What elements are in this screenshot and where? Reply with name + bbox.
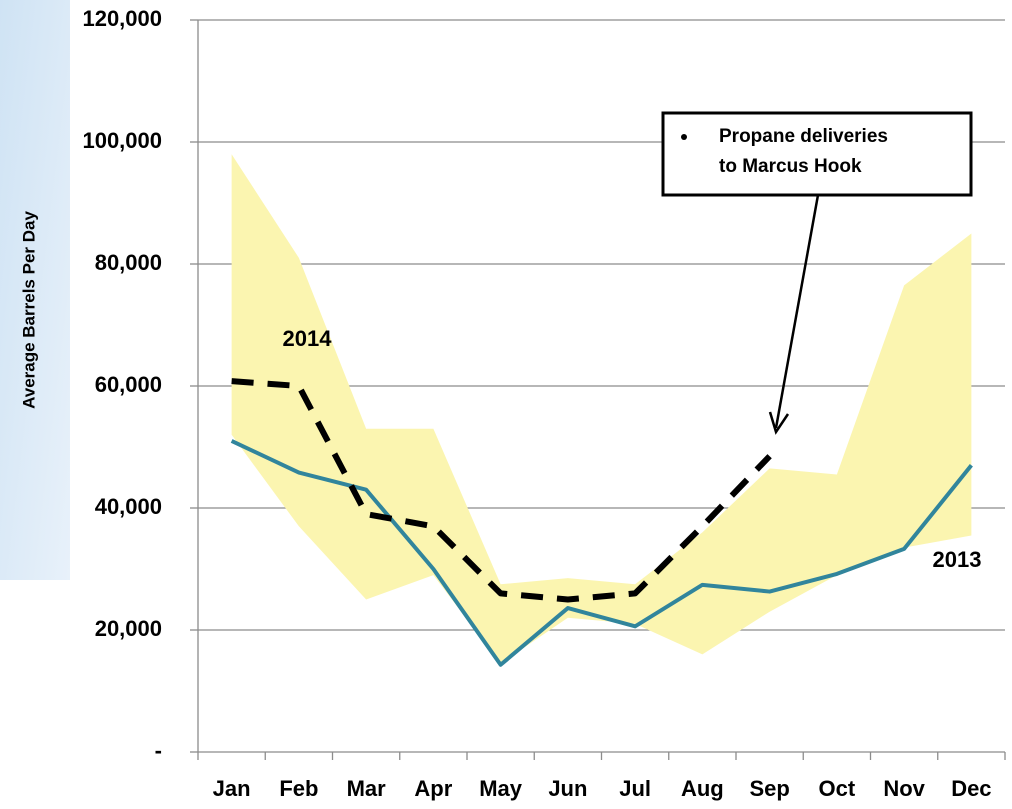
y-tick-label: 80,000 bbox=[95, 250, 162, 275]
x-tick-label: Apr bbox=[414, 776, 452, 801]
dashed-line bbox=[231, 378, 772, 603]
x-tick-label: Jul bbox=[619, 776, 651, 801]
x-tick-label: Feb bbox=[279, 776, 318, 801]
background-map bbox=[0, 0, 70, 580]
y-tick-label: - bbox=[155, 738, 162, 763]
x-tick-label: Jan bbox=[213, 776, 251, 801]
annotation-box bbox=[661, 111, 973, 197]
x-tick-label: Nov bbox=[883, 776, 925, 801]
annotation-text: to Marcus Hook bbox=[719, 156, 862, 177]
x-tick-label: Dec bbox=[951, 776, 991, 801]
y-axis-label: Average Barrels Per Day bbox=[19, 211, 38, 409]
x-tick-label: Oct bbox=[819, 776, 856, 801]
x-tick-label: Aug bbox=[681, 776, 724, 801]
y-tick-label: 100,000 bbox=[82, 128, 162, 153]
y-tick-label: 40,000 bbox=[95, 494, 162, 519]
x-tick-label: Sep bbox=[749, 776, 789, 801]
series-label: 2013 bbox=[933, 547, 982, 572]
series-label: 2014 bbox=[283, 326, 333, 351]
y-tick-label: 120,000 bbox=[82, 6, 162, 31]
range-band bbox=[231, 154, 972, 664]
arrow-head bbox=[768, 411, 790, 435]
y-tick-label: 20,000 bbox=[95, 616, 162, 641]
bullet bbox=[681, 134, 687, 140]
x-tick-label: May bbox=[479, 776, 523, 801]
x-tick-label: Mar bbox=[347, 776, 387, 801]
y-tick-label: 60,000 bbox=[95, 372, 162, 397]
arrow-shaft bbox=[774, 194, 820, 429]
x-tick-label: Jun bbox=[548, 776, 587, 801]
annotation-text: Propane deliveries bbox=[719, 126, 888, 147]
